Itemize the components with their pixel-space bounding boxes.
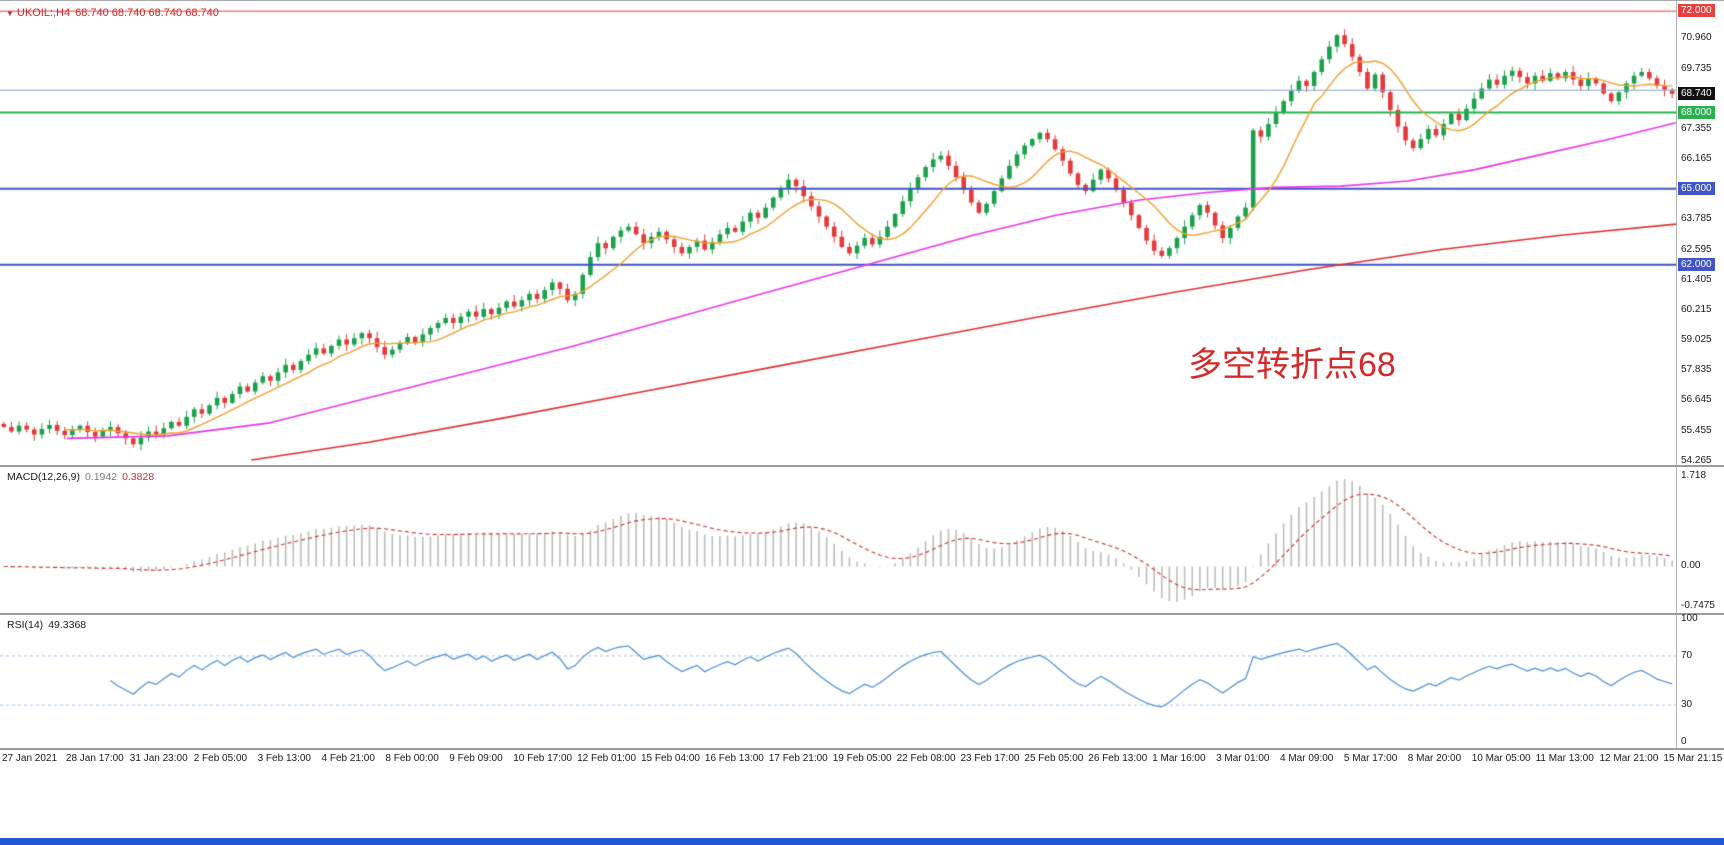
bottom-whitespace <box>0 770 1724 838</box>
price-tick: 66.165 <box>1681 153 1712 165</box>
panel-separator[interactable] <box>0 465 1724 467</box>
price-tick: 63.785 <box>1681 213 1712 225</box>
rsi-canvas[interactable] <box>0 615 1676 748</box>
date-label: 12 Feb 01:00 <box>577 753 637 764</box>
price-badge: 72.000 <box>1678 4 1715 18</box>
macd-label: MACD(12,26,9) 0.1942 0.3828 <box>7 471 159 483</box>
price-tick: 62.595 <box>1681 243 1712 255</box>
date-label: 8 Mar 20:00 <box>1407 753 1462 764</box>
price-tick: 55.455 <box>1681 424 1712 436</box>
chart-ohlc-values: 68.740 68.740 68.740 68.740 <box>75 7 219 19</box>
date-label: 12 Mar 21:00 <box>1599 753 1659 764</box>
price-axis[interactable]: 70.960 69.735 67.355 66.165 63.785 62.595 61.4… <box>1676 1 1724 466</box>
date-label: 15 Mar 21:15 <box>1663 753 1723 764</box>
date-label: 17 Feb 21:00 <box>768 753 828 764</box>
chart-annotation: 多空转折点68 <box>1188 346 1396 384</box>
date-label: 15 Feb 04:00 <box>641 753 700 764</box>
date-label: 19 Feb 05:00 <box>832 753 892 764</box>
rsi-axis[interactable]: 100 70 30 0 <box>1676 613 1724 748</box>
price-tick: 70.960 <box>1681 31 1712 43</box>
price-tick: 54.265 <box>1681 454 1712 466</box>
rsi-tick: 30 <box>1681 699 1693 711</box>
macd-canvas[interactable] <box>0 467 1676 613</box>
date-label: 27 Jan 2021 <box>2 753 58 764</box>
date-label: 16 Feb 13:00 <box>704 753 764 764</box>
macd-panel: MACD(12,26,9) 0.1942 0.3828 1.718 0.00 -0.74… <box>0 467 1724 613</box>
date-label: 25 Feb 05:00 <box>1024 753 1084 764</box>
date-label: 11 Mar 13:00 <box>1535 753 1594 764</box>
rsi-value: 49.3368 <box>48 619 87 631</box>
price-tick: 67.355 <box>1681 122 1712 134</box>
date-label: 8 Feb 00:00 <box>385 753 439 764</box>
macd-name: MACD(12,26,9) <box>7 471 80 483</box>
price-tick: 61.405 <box>1681 273 1712 285</box>
price-tick: 59.025 <box>1681 334 1712 346</box>
date-label: 4 Feb 21:00 <box>321 753 375 764</box>
date-label: 23 Feb 17:00 <box>960 753 1020 764</box>
time-axis[interactable]: 27 Jan 2021 28 Jan 17:00 31 Jan 23:00 2 Feb… <box>0 750 1724 770</box>
date-label: 28 Jan 17:00 <box>65 753 124 764</box>
chart-marker-icon: ▼ <box>6 9 14 18</box>
price-badge: 68.000 <box>1678 105 1715 119</box>
macd-tick: 0.00 <box>1681 560 1701 572</box>
taskbar-strip <box>0 838 1724 845</box>
date-label: 9 Feb 09:00 <box>449 753 503 764</box>
date-label: 10 Mar 05:00 <box>1471 753 1531 764</box>
macd-tick: -0.7475 <box>1681 599 1715 611</box>
rsi-panel: RSI(14) 49.3368 100 70 30 0 <box>0 613 1724 748</box>
price-chart-canvas[interactable] <box>0 1 1676 465</box>
macd-main-value: 0.1942 <box>84 471 118 483</box>
panel-separator[interactable] <box>0 613 1724 615</box>
price-tick: 56.645 <box>1681 394 1712 406</box>
date-label: 22 Feb 08:00 <box>896 753 956 764</box>
chart-symbol-period: UKOIL:,H4 <box>16 7 71 19</box>
price-badge: 68.740 <box>1678 86 1715 100</box>
rsi-label: RSI(14) 49.3368 <box>7 619 91 631</box>
macd-signal-value: 0.3828 <box>122 471 155 483</box>
macd-axis[interactable]: 1.718 0.00 -0.7475 <box>1676 467 1724 613</box>
price-badge: 62.000 <box>1678 257 1715 271</box>
main-chart-panel: ▼ UKOIL:,H4 68.740 68.740 68.740 68.740 多空… <box>0 1 1724 466</box>
chart-title: ▼ UKOIL:,H4 68.740 68.740 68.740 68.740 <box>6 7 219 19</box>
date-label: 31 Jan 23:00 <box>129 753 188 764</box>
rsi-tick: 0 <box>1681 736 1687 747</box>
rsi-name: RSI(14) <box>7 619 44 631</box>
price-badge: 65.000 <box>1678 181 1715 195</box>
date-label: 26 Feb 13:00 <box>1088 753 1148 764</box>
date-label: 2 Feb 05:00 <box>193 753 248 764</box>
date-label: 1 Mar 16:00 <box>1152 753 1206 764</box>
price-tick: 57.835 <box>1681 364 1712 376</box>
macd-tick: 1.718 <box>1681 469 1707 481</box>
rsi-tick: 70 <box>1681 649 1693 661</box>
date-label: 10 Feb 17:00 <box>513 753 573 764</box>
date-label: 4 Mar 09:00 <box>1280 753 1334 764</box>
date-label: 3 Mar 01:00 <box>1216 753 1270 764</box>
date-label: 3 Feb 13:00 <box>257 753 311 764</box>
date-label: 5 Mar 17:00 <box>1343 753 1398 764</box>
panel-separator <box>0 748 1724 750</box>
rsi-tick: 100 <box>1681 613 1698 624</box>
price-tick: 60.215 <box>1681 303 1712 315</box>
price-tick: 69.735 <box>1681 62 1712 74</box>
